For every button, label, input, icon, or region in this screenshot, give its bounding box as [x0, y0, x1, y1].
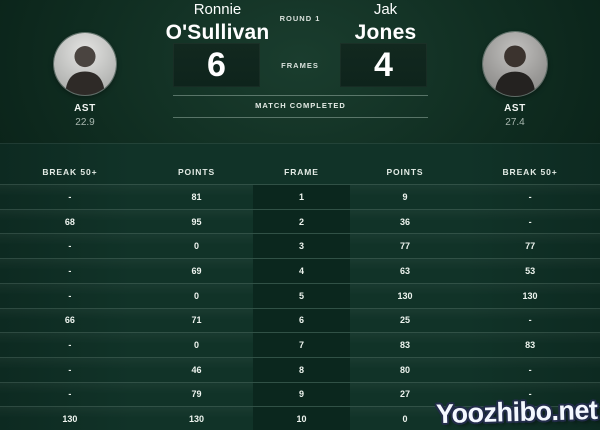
player-right-name: Jak Jones [308, 0, 463, 43]
stat-cell: - [68, 364, 72, 375]
frame-number-cell: 4 [253, 259, 350, 283]
player-right-stat: AST 27.4 [465, 103, 565, 128]
stat-cell: 130 [62, 414, 78, 425]
stat-cell: - [68, 389, 72, 400]
stat-cell: - [528, 414, 532, 425]
frames-table-header: BREAK 50+ POINTS FRAME POINTS BREAK 50+ [0, 144, 600, 184]
stat-cell: 80 [399, 364, 410, 375]
player-left-name: Ronnie O'Sullivan [140, 0, 295, 43]
frame-number-cell: 10 [253, 407, 350, 430]
table-row: - 0 3 77 77 [0, 233, 600, 259]
score-value: 4 [374, 46, 393, 84]
stat-cell: 25 [399, 315, 410, 326]
stat-cell: - [68, 265, 72, 276]
stat-cell: 71 [191, 315, 202, 326]
stat-cell: 79 [191, 389, 202, 400]
last-name: Jones [354, 21, 417, 44]
stat-label: AST [504, 103, 526, 114]
column-header-break50-left: BREAK 50+ [42, 167, 98, 177]
match-status: MATCH COMPLETED [255, 101, 346, 110]
stat-value: 27.4 [505, 117, 525, 128]
table-row: - 69 4 63 53 [0, 258, 600, 283]
stat-cell: 130 [522, 290, 538, 301]
player-left-stat: AST 22.9 [35, 103, 135, 128]
round-label: ROUND 1 [279, 14, 321, 23]
stat-cell: 27 [399, 389, 410, 400]
stat-cell: 0 [193, 241, 199, 252]
column-header-break50-right: BREAK 50+ [502, 167, 558, 177]
frame-number-cell: 6 [253, 308, 350, 333]
scoreboard: AST 22.9 AST 27.4 Ronnie O'Sullivan Jak … [0, 0, 600, 143]
player-left-score-box: 6 [173, 43, 260, 87]
frame-number-cell: 5 [253, 283, 350, 308]
stat-cell: 83 [399, 340, 410, 351]
frames-table-body: -81 1 9-68 95 2 36- -0 3 77 77-69 4 63 53-0 5 130 130 66… [0, 184, 600, 430]
person-icon [494, 45, 536, 96]
stat-cell: 83 [525, 340, 536, 351]
stat-cell: 95 [191, 216, 202, 227]
status-divider-bottom [173, 117, 428, 118]
stat-cell: - [528, 216, 532, 227]
column-header-points-right: POINTS [386, 167, 424, 177]
stat-cell: - [528, 191, 532, 202]
stat-cell: - [528, 315, 532, 326]
stat-cell: - [68, 340, 72, 351]
frame-number-cell: 1 [253, 185, 350, 209]
table-row: - 0 7 83 83 [0, 332, 600, 357]
status-divider-top [173, 95, 428, 96]
stat-cell: - [528, 389, 532, 400]
table-row: - 46 8 80 - [0, 356, 600, 382]
person-icon [65, 46, 105, 95]
stat-cell: 53 [525, 265, 536, 276]
stat-cell: 0 [402, 414, 408, 425]
stat-cell: - [68, 191, 72, 202]
stat-cell: 63 [399, 265, 410, 276]
table-row: - 0 5 130 130 [0, 282, 600, 308]
table-row: - 81 1 9 - [0, 184, 600, 209]
score-value: 6 [207, 46, 226, 84]
frame-number-cell: 9 [253, 382, 350, 407]
column-header-points-left: POINTS [177, 167, 216, 177]
frame-number-cell: 3 [253, 234, 350, 259]
stat-cell: - [68, 241, 72, 252]
stat-cell: 0 [193, 290, 199, 301]
stat-cell: - [68, 290, 72, 301]
last-name: O'Sullivan [165, 21, 270, 44]
stat-cell: 69 [191, 265, 202, 276]
frame-number-cell: 8 [253, 357, 350, 382]
stat-cell: 46 [191, 364, 202, 375]
stat-cell: 9 [402, 191, 408, 202]
frame-number-cell: 7 [253, 333, 350, 357]
first-name: Jak [373, 1, 398, 18]
stat-value: 22.9 [75, 117, 95, 128]
stat-cell: 77 [399, 241, 410, 252]
stat-cell: 130 [188, 414, 204, 425]
first-name: Ronnie [193, 1, 242, 18]
frames-label: FRAMES [281, 61, 319, 70]
table-row: 66 71 6 25 - [0, 307, 600, 333]
stat-cell: - [528, 364, 532, 375]
stat-cell: 36 [399, 216, 410, 227]
player-left-avatar [54, 33, 116, 95]
table-row: 68 95 2 36 - [0, 208, 600, 234]
player-right-score-box: 4 [340, 43, 427, 87]
stat-cell: 77 [525, 241, 536, 252]
column-header-frame: FRAME [284, 167, 319, 177]
table-row: 130 130 10 0 - [0, 406, 600, 430]
player-right-avatar [483, 32, 547, 96]
stat-cell: 130 [397, 290, 413, 301]
stat-label: AST [74, 103, 96, 114]
stat-cell: 81 [191, 191, 202, 202]
table-row: - 79 9 27 - [0, 381, 600, 407]
stat-cell: 66 [64, 315, 75, 326]
frames-table: BREAK 50+ POINTS FRAME POINTS BREAK 50+ … [0, 143, 600, 430]
stat-cell: 0 [193, 340, 199, 351]
watermark: Yoozhibo.net [435, 394, 598, 430]
frame-number-cell: 2 [253, 209, 350, 234]
stat-cell: 68 [64, 216, 75, 227]
